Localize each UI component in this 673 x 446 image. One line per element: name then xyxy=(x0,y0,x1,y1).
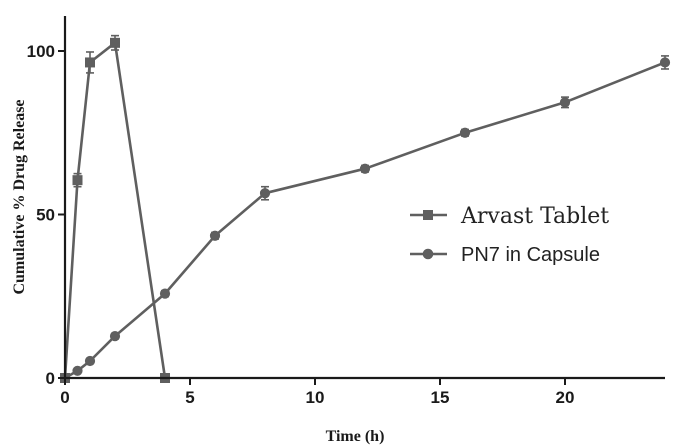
series-arvast-tablet xyxy=(60,34,170,383)
y-tick-label: 50 xyxy=(36,206,55,225)
legend-marker-circle xyxy=(422,248,434,260)
data-point xyxy=(459,127,471,138)
legend-label-arvast-tablet: Arvast Tablet xyxy=(460,204,609,229)
y-axis-title: Cumulative % Drug Release xyxy=(11,99,28,294)
data-point xyxy=(559,97,571,108)
axes xyxy=(63,16,665,380)
series-line-arvast-tablet xyxy=(63,41,167,379)
data-point xyxy=(259,188,271,199)
data-point xyxy=(85,57,95,68)
data-point xyxy=(84,355,96,367)
data-point xyxy=(209,230,221,241)
axis-ticks: 0 5 10 15 20 0 50 100 xyxy=(27,42,575,407)
data-point xyxy=(72,175,83,186)
data-point xyxy=(359,163,371,174)
x-tick-label: 0 xyxy=(60,388,69,407)
x-tick-label: 5 xyxy=(185,388,194,407)
legend: Arvast Tablet PN7 in Capsule xyxy=(410,204,609,266)
data-point xyxy=(659,57,671,68)
data-point xyxy=(72,365,83,376)
legend-marker-square xyxy=(423,210,433,220)
data-point xyxy=(159,288,171,299)
x-axis-title: Time (h) xyxy=(326,428,385,445)
y-tick-label: 100 xyxy=(27,42,55,61)
data-point xyxy=(110,37,120,48)
x-tick-label: 20 xyxy=(556,388,575,407)
legend-label-pn7-in-capsule: PN7 in Capsule xyxy=(461,244,600,266)
x-tick-label: 15 xyxy=(431,388,450,407)
x-tick-label: 10 xyxy=(306,388,325,407)
y-tick-label: 0 xyxy=(46,369,55,388)
data-point xyxy=(109,331,121,342)
series-pn7-in-capsule xyxy=(59,55,671,384)
plot-area xyxy=(59,34,671,384)
